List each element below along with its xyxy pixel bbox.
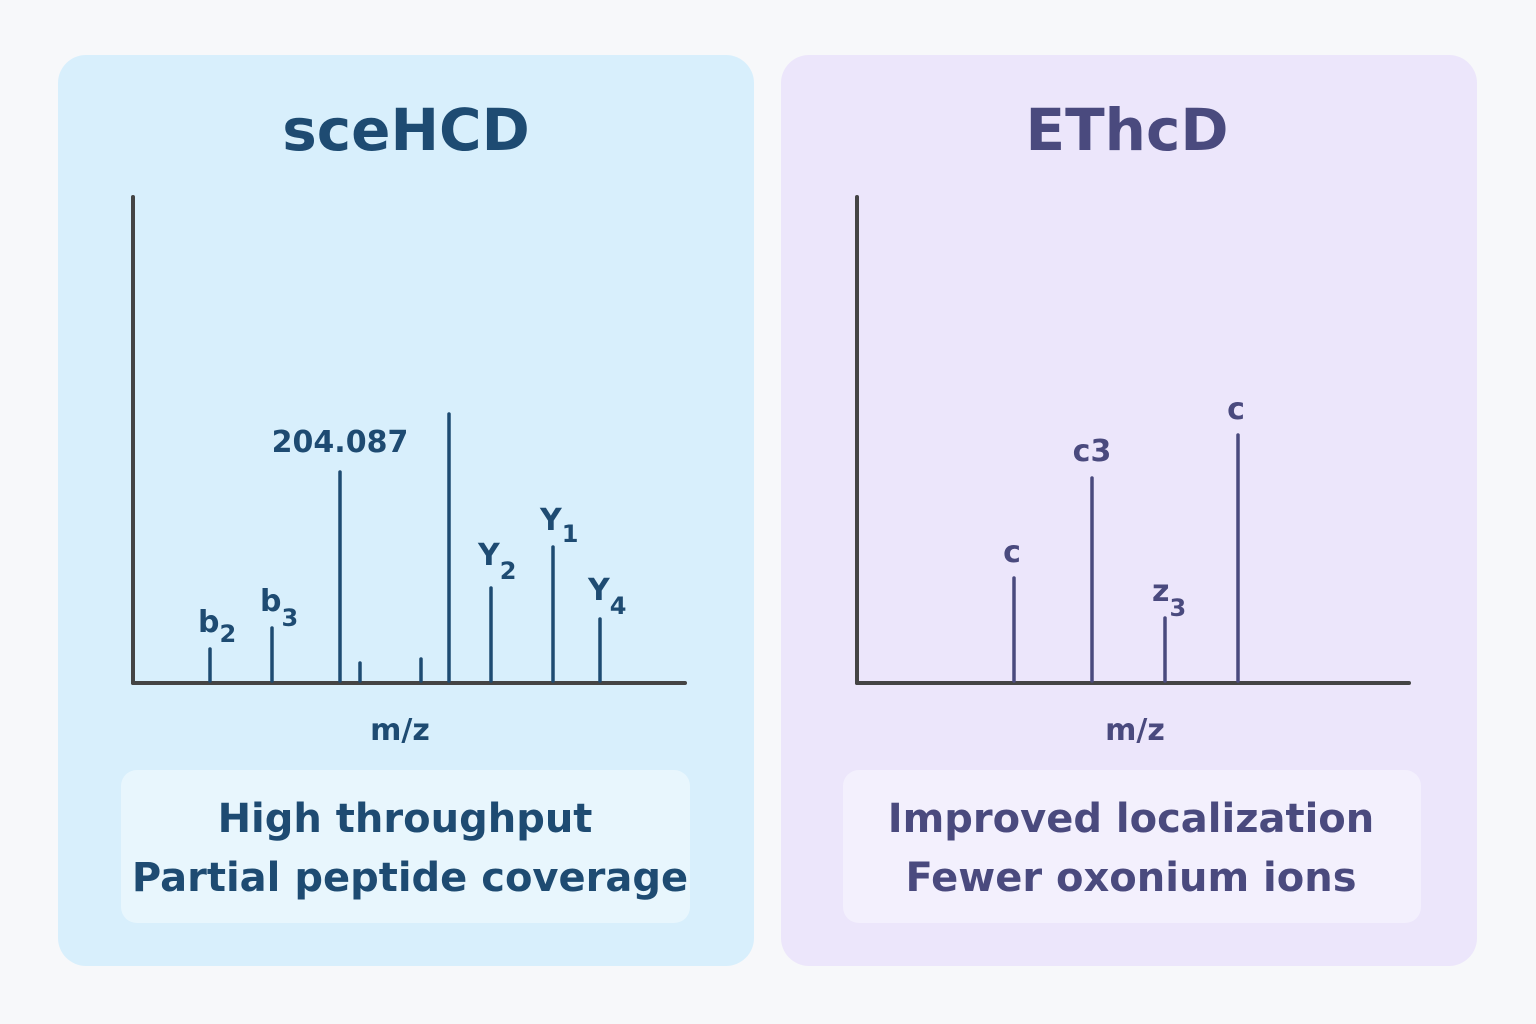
panel-background — [58, 55, 754, 966]
label-z3: z3 — [1152, 574, 1186, 622]
summary-line: Partial peptide coverage — [132, 855, 688, 901]
label-c: c — [1227, 392, 1245, 427]
label-204-087: 204.087 — [272, 425, 409, 460]
summary-line: Fewer oxonium ions — [905, 855, 1356, 901]
label-b3: b3 — [260, 584, 298, 632]
panel-scehcd: sceHCD b2 b3 204.087 Y2 Y1 Y4 m/z High t… — [58, 55, 754, 966]
axes — [131, 195, 687, 685]
summary-box — [843, 770, 1421, 923]
label-c3: c3 — [1073, 434, 1112, 469]
label-y4: Y4 — [587, 573, 626, 620]
panel-ethcd: EThcD c c3 z3 c m/z Improved localizatio… — [781, 55, 1477, 966]
label-y1: Y1 — [539, 503, 578, 548]
panel-title: sceHCD — [282, 96, 530, 164]
label-y2: Y2 — [477, 538, 516, 585]
panel-background — [781, 55, 1477, 966]
peaks — [1012, 433, 1240, 683]
label-c: c — [1003, 535, 1021, 570]
x-axis-label: m/z — [1105, 713, 1165, 748]
panel-title: EThcD — [1026, 96, 1229, 164]
summary-line: High throughput — [218, 796, 593, 842]
peaks — [208, 412, 602, 683]
summary-line: Improved localization — [888, 796, 1375, 842]
axes — [855, 195, 1411, 685]
summary-box — [121, 770, 690, 923]
x-axis-label: m/z — [370, 713, 430, 748]
label-b2: b2 — [198, 605, 236, 648]
